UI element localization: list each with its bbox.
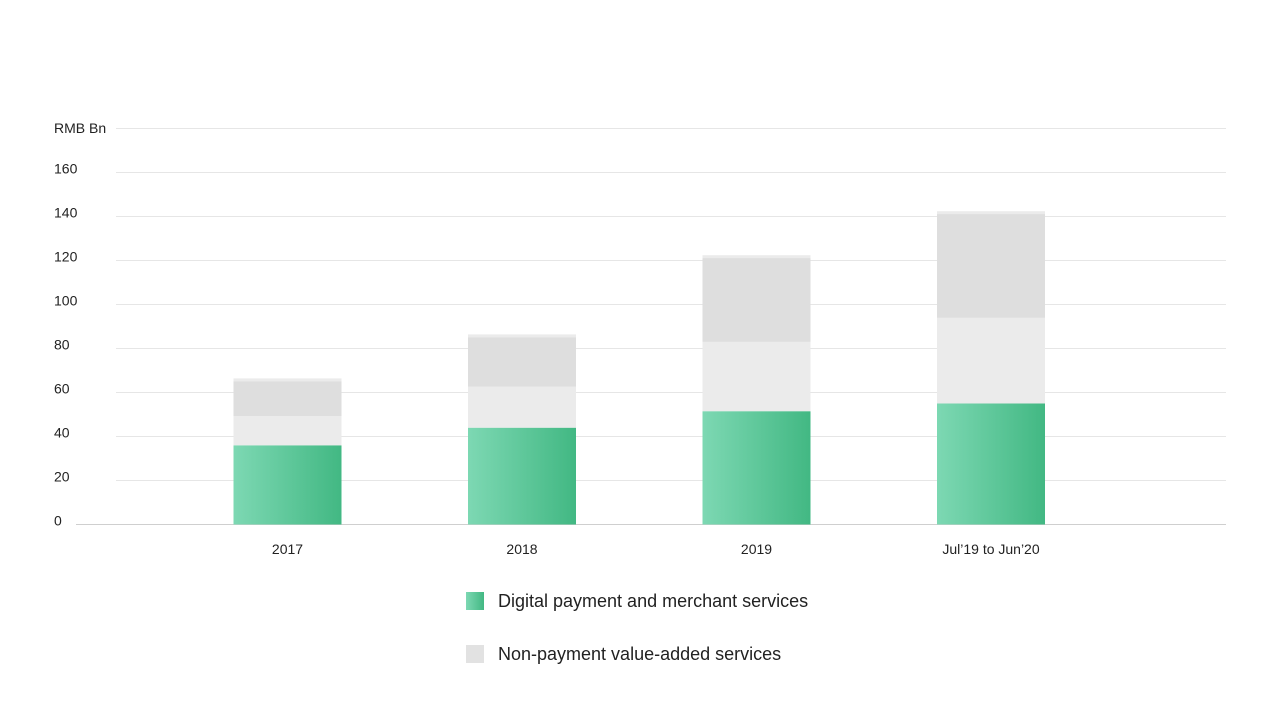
y-tick-label: 120: [54, 249, 78, 265]
x-axis-categories: 2017 2018 2019 Jul’19 to Jun’20: [272, 541, 1040, 557]
bar-non-payment: [937, 211, 1045, 404]
bar-digital-payment: [702, 411, 811, 525]
y-tick-label: 20: [54, 469, 70, 485]
bar-non-payment: [233, 378, 342, 446]
bar-non-payment-band: [937, 213, 1045, 318]
bar-non-payment-cap: [233, 378, 342, 382]
legend-label-non-payment: Non-payment value-added services: [498, 643, 782, 664]
x-category-label: 2018: [506, 541, 537, 557]
bar-non-payment-cap: [468, 334, 576, 338]
y-tick-label: 0: [54, 513, 62, 529]
x-category-label: 2017: [272, 541, 303, 557]
bar-non-payment-band: [468, 386, 576, 428]
bar-non-payment: [468, 334, 576, 428]
y-tick-label: 60: [54, 381, 70, 397]
x-category-label: Jul’19 to Jun’20: [942, 541, 1040, 557]
bar-non-payment-cap: [702, 255, 811, 259]
y-tick-label: 40: [54, 425, 70, 441]
y-axis-unit-label: RMB Bn: [54, 120, 106, 136]
legend-label-digital-payment: Digital payment and merchant services: [498, 590, 809, 611]
bar-digital-payment: [233, 445, 342, 525]
bar-non-payment-band: [233, 416, 342, 446]
bar-non-payment-band: [468, 336, 576, 387]
bar-digital-payment: [937, 403, 1045, 525]
y-tick-label: 100: [54, 293, 78, 309]
legend: Digital payment and merchant services No…: [466, 590, 966, 696]
y-tick-label: 140: [54, 205, 78, 221]
y-tick-label: 160: [54, 161, 78, 177]
bar-non-payment-band: [702, 257, 811, 342]
bar-non-payment-band: [937, 317, 1045, 404]
bar-non-payment-band: [702, 341, 811, 412]
legend-swatch-green: [466, 592, 484, 610]
bar-non-payment-band: [233, 380, 342, 417]
bars: [233, 211, 1045, 525]
bar-non-payment: [702, 255, 811, 412]
legend-item-digital-payment: Digital payment and merchant services: [466, 590, 966, 612]
bar-digital-payment: [468, 427, 576, 525]
y-axis-ticks: 0 20 40 60 80 100 120 140 160: [54, 161, 78, 529]
x-category-label: 2019: [741, 541, 772, 557]
legend-item-non-payment: Non-payment value-added services: [466, 643, 966, 665]
legend-swatch-grey: [466, 645, 484, 663]
bar-non-payment-cap: [937, 211, 1045, 215]
y-tick-label: 80: [54, 337, 70, 353]
